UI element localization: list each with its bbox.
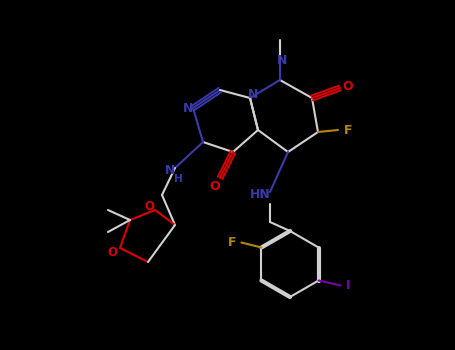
Text: O: O <box>107 246 117 259</box>
Text: N: N <box>248 89 258 101</box>
Text: I: I <box>346 279 351 292</box>
Text: O: O <box>343 80 354 93</box>
Text: O: O <box>210 180 220 193</box>
Text: H: H <box>174 174 182 184</box>
Text: N: N <box>183 103 193 116</box>
Text: HN: HN <box>250 189 270 202</box>
Text: N: N <box>165 163 175 176</box>
Text: F: F <box>228 236 237 249</box>
Text: N: N <box>277 54 287 66</box>
Text: F: F <box>344 124 352 136</box>
Text: O: O <box>144 201 154 214</box>
